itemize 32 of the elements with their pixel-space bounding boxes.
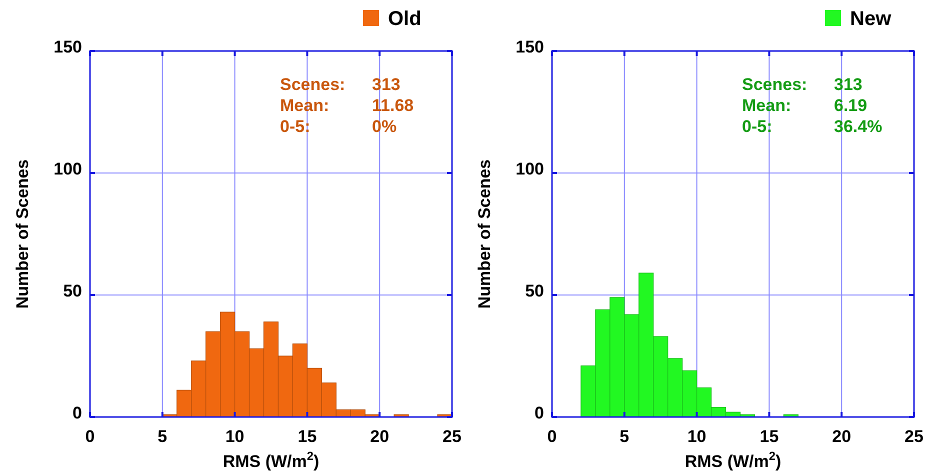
y-tick-label: 50 xyxy=(63,282,82,301)
y-tick-label: 100 xyxy=(54,160,82,179)
y-tick-label: 100 xyxy=(516,160,544,179)
x-tick-label: 5 xyxy=(158,427,168,446)
x-tick-label: 10 xyxy=(687,427,706,446)
y-tick-label: 0 xyxy=(534,404,544,423)
legend-label: Old xyxy=(388,8,422,30)
y-tick-label: 150 xyxy=(516,38,544,57)
legend-label: New xyxy=(850,8,892,30)
x-tick-label: 15 xyxy=(298,427,317,446)
x-tick-label: 25 xyxy=(442,427,462,446)
text: 0-5: 0% xyxy=(280,117,397,136)
x-tick-label: 25 xyxy=(904,427,924,446)
text: Scenes: 313 xyxy=(742,75,862,94)
x-tick-label: 10 xyxy=(225,427,244,446)
text: 0-5: 36.4% xyxy=(742,117,882,136)
text: Scenes: 313 xyxy=(280,75,400,94)
y-tick-label: 150 xyxy=(54,38,82,57)
x-tick-label: 15 xyxy=(760,427,779,446)
y-axis-title: Number of Scenes xyxy=(13,159,32,309)
x-tick-label: 0 xyxy=(547,427,557,446)
x-axis-title: RMS (W/m$^{2}$) xyxy=(684,449,782,471)
y-tick-label: 0 xyxy=(72,404,82,423)
text: Mean: 6.19 xyxy=(742,96,868,115)
x-tick-label: 20 xyxy=(370,427,390,446)
text: Mean: 11.68 xyxy=(280,96,414,115)
y-axis-title: Number of Scenes xyxy=(475,159,494,309)
y-tick-label: 50 xyxy=(525,282,544,301)
x-tick-label: 5 xyxy=(620,427,630,446)
x-axis-title: RMS (W/m$^{2}$) xyxy=(222,449,320,471)
x-tick-label: 20 xyxy=(832,427,852,446)
x-tick-label: 0 xyxy=(85,427,95,446)
